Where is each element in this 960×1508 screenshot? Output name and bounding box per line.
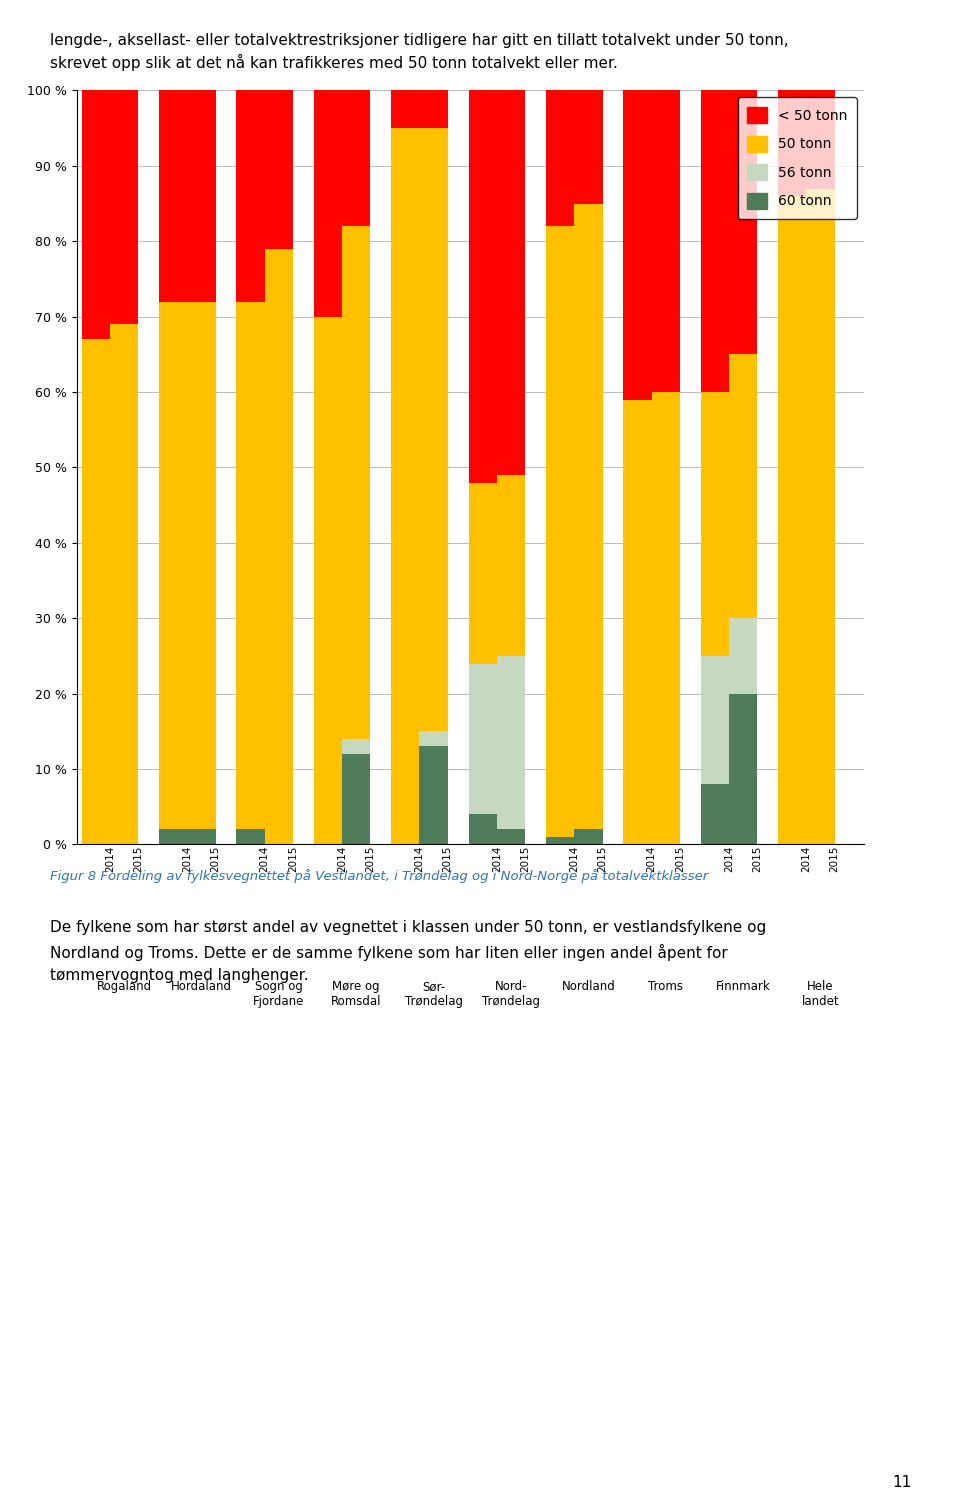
Bar	[574, 204, 603, 829]
Text: Hele
landet: Hele landet	[802, 980, 839, 1009]
Bar	[623, 400, 652, 844]
Bar	[82, 339, 109, 844]
Bar	[701, 392, 729, 656]
Bar	[497, 475, 525, 656]
Bar	[109, 90, 138, 324]
Text: tømmervogntog med langhenger.: tømmervogntog med langhenger.	[50, 968, 308, 983]
Text: lengde-, aksellast- eller totalvektrestriksjoner tidligere har gitt en tillatt t: lengde-, aksellast- eller totalvektrestr…	[50, 33, 788, 48]
Bar	[574, 829, 603, 844]
Bar	[109, 324, 138, 844]
Text: Hordaland: Hordaland	[171, 980, 232, 994]
Text: Figur 8 Fordeling av fylkesvegnettet på Vestlandet, i Trøndelag og i Nord-Norge : Figur 8 Fordeling av fylkesvegnettet på …	[50, 869, 708, 882]
Text: Møre og
Romsdal: Møre og Romsdal	[331, 980, 381, 1009]
Bar	[391, 128, 420, 844]
Bar	[729, 354, 757, 618]
Text: Nord-
Trøndelag: Nord- Trøndelag	[482, 980, 540, 1009]
Bar	[159, 302, 187, 829]
Bar	[342, 90, 371, 226]
Bar	[468, 814, 497, 844]
Bar	[546, 226, 574, 837]
Text: skrevet opp slik at det nå kan trafikkeres med 50 tonn totalvekt eller mer.: skrevet opp slik at det nå kan trafikker…	[50, 54, 618, 71]
Text: 11: 11	[893, 1475, 912, 1490]
Bar	[497, 656, 525, 829]
Bar	[420, 731, 447, 746]
Bar	[314, 90, 342, 317]
Bar	[497, 829, 525, 844]
Bar	[342, 739, 371, 754]
Bar	[497, 90, 525, 475]
Bar	[468, 90, 497, 483]
Bar	[806, 90, 835, 188]
Text: Rogaland: Rogaland	[96, 980, 152, 994]
Bar	[468, 664, 497, 814]
Text: Nordland og Troms. Dette er de samme fylkene som har liten eller ingen andel åpe: Nordland og Troms. Dette er de samme fyl…	[50, 944, 728, 961]
Bar	[546, 90, 574, 226]
Bar	[779, 90, 806, 196]
Bar	[701, 90, 729, 392]
Bar	[420, 90, 447, 128]
Bar	[701, 784, 729, 844]
Bar	[159, 829, 187, 844]
Text: Finnmark: Finnmark	[716, 980, 771, 994]
Text: De fylkene som har størst andel av vegnettet i klassen under 50 tonn, er vestlan: De fylkene som har størst andel av vegne…	[50, 920, 766, 935]
Bar	[236, 90, 265, 302]
Bar	[574, 90, 603, 204]
Bar	[314, 317, 342, 844]
Bar	[187, 829, 216, 844]
Bar	[420, 746, 447, 844]
Bar	[236, 829, 265, 844]
Bar	[652, 392, 680, 844]
Bar	[701, 656, 729, 784]
Bar	[265, 90, 293, 249]
Bar	[391, 90, 420, 128]
Text: Nordland: Nordland	[562, 980, 615, 994]
Legend: < 50 tonn, 50 tonn, 56 tonn, 60 tonn: < 50 tonn, 50 tonn, 56 tonn, 60 tonn	[737, 98, 857, 219]
Bar	[265, 249, 293, 844]
Bar	[623, 90, 652, 400]
Bar	[729, 694, 757, 844]
Bar	[236, 302, 265, 829]
Bar	[342, 226, 371, 739]
Text: Troms: Troms	[648, 980, 684, 994]
Bar	[159, 90, 187, 302]
Bar	[187, 302, 216, 829]
Bar	[652, 90, 680, 392]
Bar	[82, 90, 109, 339]
Text: Sogn og
Fjordane: Sogn og Fjordane	[253, 980, 304, 1009]
Bar	[779, 196, 806, 844]
Text: Sør-
Trøndelag: Sør- Trøndelag	[404, 980, 463, 1009]
Bar	[729, 90, 757, 354]
Bar	[342, 754, 371, 844]
Bar	[729, 618, 757, 694]
Bar	[546, 837, 574, 844]
Bar	[187, 90, 216, 302]
Bar	[420, 128, 447, 731]
Bar	[806, 188, 835, 844]
Bar	[468, 483, 497, 664]
